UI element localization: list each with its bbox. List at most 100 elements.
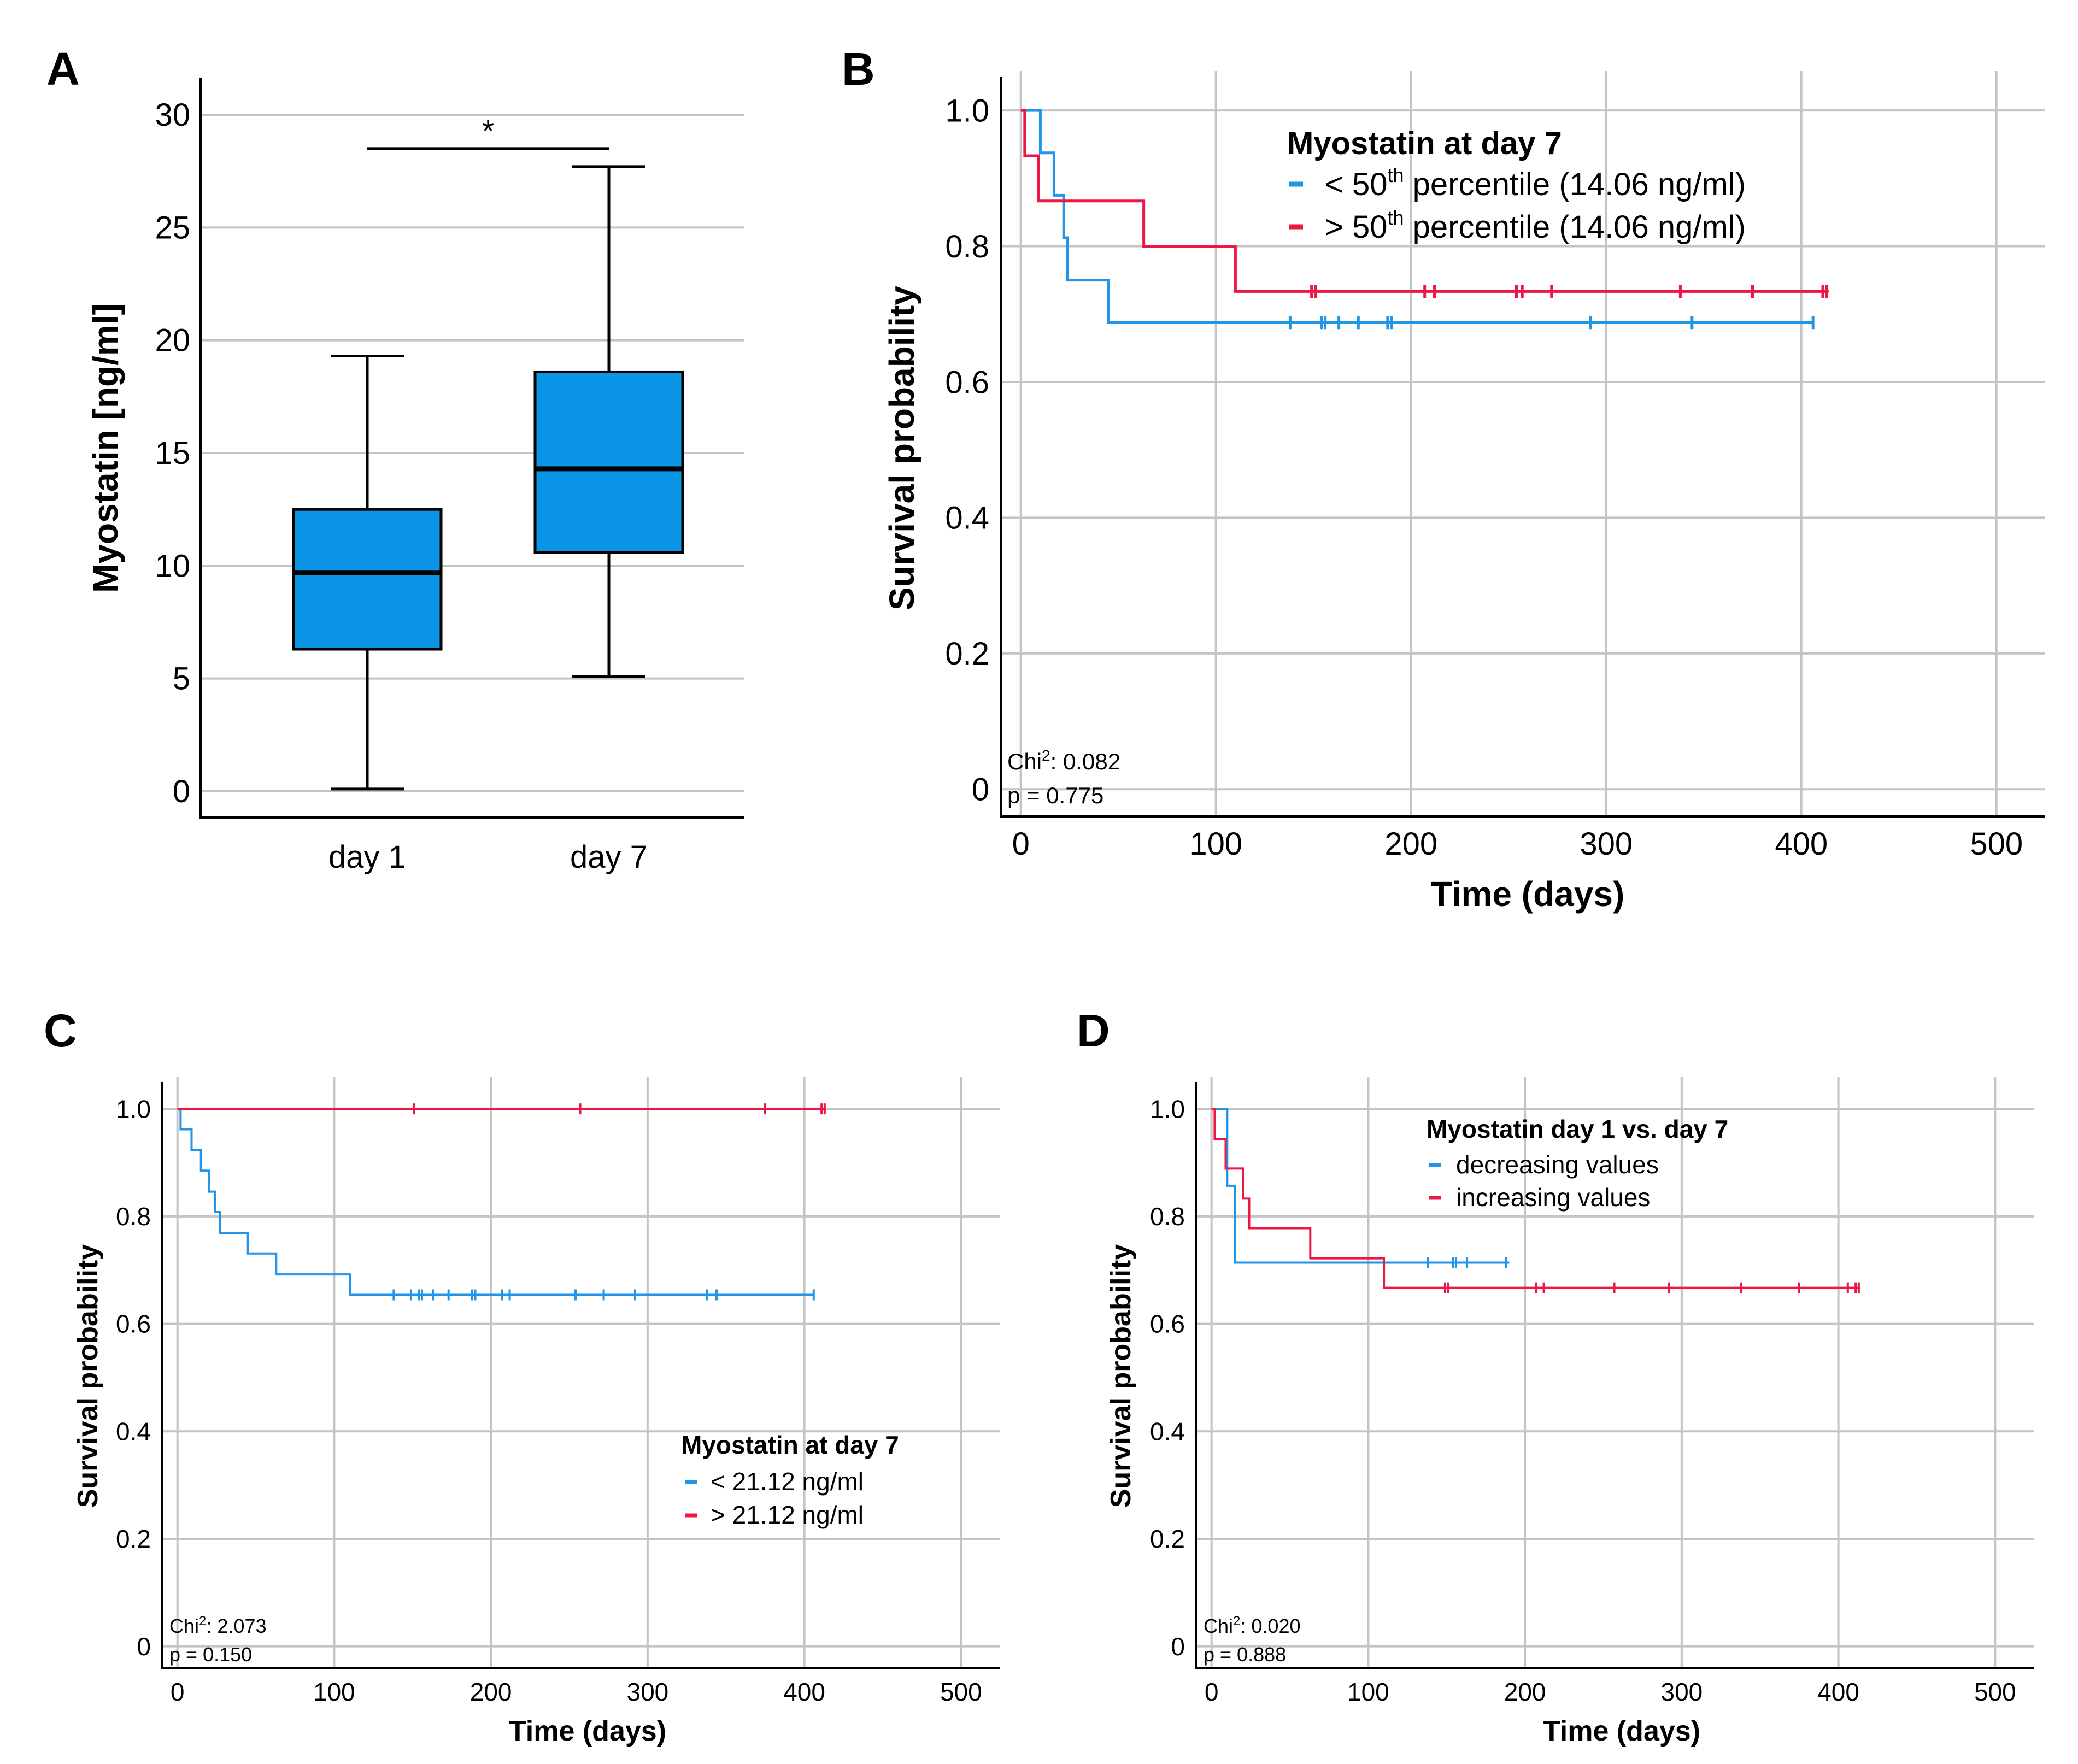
panel-b-y-tick-label: 0.2 <box>945 636 989 672</box>
panel-a-significance: * <box>367 114 609 150</box>
panel-b-legend-item-2: > 50th percentile (14.06 ng/ml) <box>1325 207 1746 245</box>
panel-c-legend-item-1: < 21.12 ng/ml <box>711 1467 864 1496</box>
panel-b-x-tick-label: 400 <box>1775 826 1828 862</box>
panel-a-y-axis-title: Myostatin [ng/ml] <box>86 303 125 593</box>
panel-b-x-tick-label: 0 <box>1012 826 1030 862</box>
panel-b-chi-square: Chi2: 0.082 <box>1007 747 1120 774</box>
panel-c-y-ticks: 0 0.2 0.4 0.6 0.8 1.0 <box>116 1095 151 1660</box>
panel-d-y-tick-label: 0 <box>1171 1632 1185 1661</box>
panel-d-x-axis-title: Time (days) <box>1543 1715 1700 1747</box>
panel-c-legend-title: Myostatin at day 7 <box>681 1431 899 1459</box>
panel-label-a: A <box>46 43 80 95</box>
panel-label-c: C <box>44 1005 77 1056</box>
panel-b-x-tick-label: 500 <box>1970 826 2023 862</box>
panel-c-y-axis-title: Survival probability <box>72 1244 104 1508</box>
panel-d-p-value: p = 0.888 <box>1204 1643 1286 1666</box>
panel-c-x-tick-label: 200 <box>470 1678 512 1706</box>
panel-c-x-ticks: 0 100 200 300 400 500 <box>171 1678 982 1706</box>
panel-a-x-tick-label: day 7 <box>570 839 648 875</box>
panel-b-y-tick-label: 0.8 <box>945 229 989 264</box>
panel-a-boxes <box>292 165 684 791</box>
panel-b-y-ticks: 0 0.2 0.4 0.6 0.8 1.0 <box>945 93 989 807</box>
panel-d-red-survival-curve <box>1211 1108 1860 1289</box>
panel-b-blue-survival-curve <box>1020 109 1813 324</box>
panel-b-p-value: p = 0.775 <box>1007 783 1103 808</box>
panel-a-y-tick-label: 25 <box>155 210 190 245</box>
panel-c-gridlines <box>162 1077 1000 1668</box>
panel-a-significance-label: * <box>482 114 495 149</box>
panel-b-y-tick-label: 0.4 <box>945 501 989 536</box>
panel-c-series <box>177 1103 826 1301</box>
panel-b-survival-chart: B 0 0.2 0.4 0.6 0.8 1.0 0 100 200 300 400 500 Surv… <box>842 43 2045 914</box>
panel-a-box <box>533 370 684 554</box>
panel-d-legend: Myostatin day 1 vs. day 7 decreasing val… <box>1427 1115 1728 1212</box>
panel-d-stats: Chi2: 0.020 p = 0.888 <box>1204 1614 1300 1666</box>
panel-d-chi-square: Chi2: 0.020 <box>1204 1614 1300 1637</box>
panel-c-y-tick-label: 0.8 <box>116 1202 151 1231</box>
panel-a-box-plot: A 0 5 10 15 20 25 30 day 1 day 7 * Myostatin [n… <box>46 43 744 875</box>
panel-d-y-axis-title: Survival probability <box>1105 1244 1137 1508</box>
panel-b-red-survival-curve <box>1020 109 1829 293</box>
panel-d-survival-chart: D 0 0.2 0.4 0.6 0.8 1.0 0 100 200 300 400 500 Surv… <box>1077 1005 2034 1747</box>
panel-d-series <box>1211 1108 1860 1293</box>
panel-b-y-tick-label: 0 <box>972 772 989 808</box>
panel-d-x-tick-label: 300 <box>1660 1678 1703 1706</box>
panel-c-y-tick-label: 0.2 <box>116 1525 151 1553</box>
panel-c-legend: Myostatin at day 7 < 21.12 ng/ml > 21.12… <box>681 1431 899 1529</box>
panel-a-y-tick-label: 0 <box>173 774 190 809</box>
panel-c-y-tick-label: 0 <box>137 1632 151 1661</box>
panel-a-x-tick-label: day 1 <box>328 839 406 875</box>
panel-d-x-tick-label: 500 <box>1974 1678 2016 1706</box>
panel-label-d: D <box>1077 1005 1110 1056</box>
panel-c-chi-square: Chi2: 2.073 <box>169 1614 266 1637</box>
panel-c-legend-item-2: > 21.12 ng/ml <box>711 1501 864 1529</box>
panel-a-y-tick-label: 15 <box>155 436 190 471</box>
panel-d-blue-survival-curve <box>1211 1108 1510 1264</box>
panel-c-x-tick-label: 500 <box>940 1678 982 1706</box>
panel-d-x-tick-label: 0 <box>1205 1678 1219 1706</box>
panel-c-x-tick-label: 400 <box>783 1678 825 1706</box>
panel-b-y-axis-title: Survival probability <box>882 286 921 610</box>
panel-a-y-tick-label: 10 <box>155 548 190 584</box>
panel-b-x-tick-label: 100 <box>1189 826 1242 862</box>
panel-b-x-tick-label: 300 <box>1580 826 1633 862</box>
panel-d-x-tick-label: 200 <box>1504 1678 1546 1706</box>
panel-d-x-tick-label: 400 <box>1817 1678 1859 1706</box>
panel-c-y-tick-label: 0.6 <box>116 1310 151 1338</box>
panel-a-y-ticks: 0 5 10 15 20 25 30 <box>155 97 190 809</box>
panel-a-y-tick-label: 5 <box>173 661 190 697</box>
panel-b-series <box>1020 109 1829 330</box>
panel-c-x-tick-label: 0 <box>171 1678 185 1706</box>
panel-b-legend-item-1: < 50th percentile (14.06 ng/ml) <box>1325 164 1746 202</box>
panel-a-y-tick-label: 20 <box>155 323 190 358</box>
panel-d-legend-title: Myostatin day 1 vs. day 7 <box>1427 1115 1728 1143</box>
panel-b-y-tick-label: 1.0 <box>945 93 989 128</box>
panel-b-x-axis-title: Time (days) <box>1431 874 1625 914</box>
panel-d-y-ticks: 0 0.2 0.4 0.6 0.8 1.0 <box>1150 1095 1185 1660</box>
panel-b-x-ticks: 0 100 200 300 400 500 <box>1012 826 2023 862</box>
panel-label-b: B <box>842 43 875 95</box>
panel-c-x-axis-title: Time (days) <box>509 1715 666 1747</box>
panel-d-y-tick-label: 0.2 <box>1150 1525 1185 1553</box>
panel-a-y-tick-label: 30 <box>155 97 190 133</box>
panel-c-blue-survival-curve <box>177 1108 814 1296</box>
panel-c-y-tick-label: 1.0 <box>116 1095 151 1123</box>
panel-d-y-tick-label: 0.4 <box>1150 1417 1185 1445</box>
panel-d-x-tick-label: 100 <box>1347 1678 1389 1706</box>
panel-b-stats: Chi2: 0.082 p = 0.775 <box>1007 747 1120 808</box>
panel-d-gridlines <box>1196 1077 2034 1668</box>
panel-c-x-tick-label: 100 <box>313 1678 355 1706</box>
panel-d-legend-item-2: increasing values <box>1456 1183 1650 1212</box>
panel-a-x-ticks: day 1 day 7 <box>328 839 648 875</box>
panel-d-x-ticks: 0 100 200 300 400 500 <box>1205 1678 2016 1706</box>
panel-d-y-tick-label: 0.6 <box>1150 1310 1185 1338</box>
panel-b-y-tick-label: 0.6 <box>945 364 989 400</box>
panel-c-survival-chart: C 0 0.2 0.4 0.6 0.8 1.0 0 100 200 300 400 500 Surv… <box>44 1005 1000 1747</box>
panel-b-legend: Myostatin at day 7 < 50th percentile (14… <box>1287 126 1746 245</box>
panel-a-box <box>292 508 443 651</box>
panel-d-y-tick-label: 1.0 <box>1150 1095 1185 1123</box>
panel-d-y-tick-label: 0.8 <box>1150 1202 1185 1231</box>
panel-c-stats: Chi2: 2.073 p = 0.150 <box>169 1614 266 1666</box>
panel-c-x-tick-label: 300 <box>626 1678 668 1706</box>
